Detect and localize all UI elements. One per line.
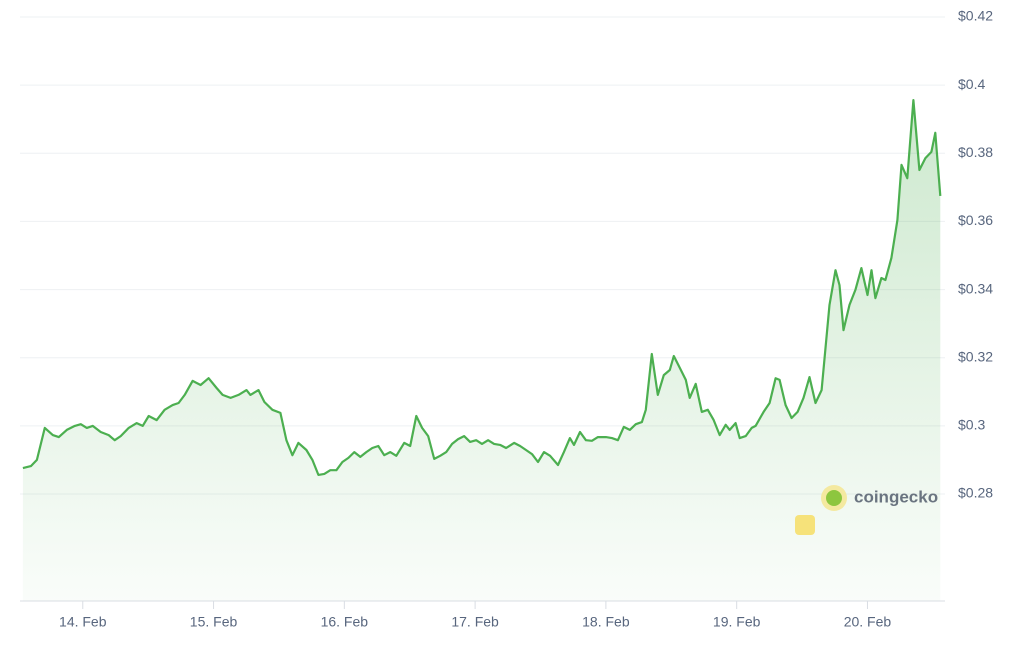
x-tick-label: 14. Feb [59,614,107,630]
y-tick-label: $0.38 [958,144,993,160]
y-tick-label: $0.4 [958,76,985,92]
price-line [22,99,942,476]
logo-inner [826,490,842,506]
area [22,100,941,601]
x-tick-label: 18. Feb [582,614,630,630]
badge [795,515,815,535]
x-tick-label: 19. Feb [713,614,761,630]
y-tick-label: $0.3 [958,417,985,433]
watermark-text: coingecko [854,487,938,506]
watermark: coingecko [795,485,938,535]
y-tick-label: $0.36 [958,212,993,228]
x-tick-label: 16. Feb [321,614,369,630]
y-tick-label: $0.34 [958,280,993,296]
x-tick-label: 15. Feb [190,614,238,630]
y-tick-label: $0.42 [958,8,993,24]
plot: $0.28 $0.3 $0.32 $0.34 $0.36 $0.38 $0.4 $0.42 14… [20,8,993,630]
x-tick-label: 17. Feb [451,614,499,630]
x-tick-label: 20. Feb [844,614,892,630]
y-tick-label: $0.28 [958,485,993,501]
y-tick-label: $0.32 [958,348,993,364]
